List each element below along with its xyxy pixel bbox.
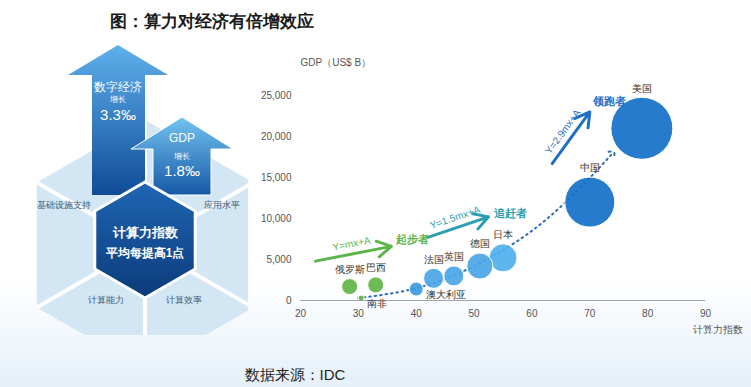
svg-text:俄罗斯: 俄罗斯 (335, 264, 365, 275)
html-text:数据来源：IDC: 数据来源：IDC (244, 366, 346, 383)
svg-text:1.8‰: 1.8‰ (164, 162, 200, 179)
svg-text:60: 60 (526, 308, 538, 319)
svg-text:中国: 中国 (580, 162, 600, 173)
svg-text:澳大利亚: 澳大利亚 (426, 289, 466, 300)
svg-text:日本: 日本 (493, 229, 513, 240)
svg-text:计算效率: 计算效率 (166, 295, 202, 305)
svg-text:90: 90 (700, 308, 712, 319)
svg-text:0: 0 (286, 295, 292, 306)
svg-text:15,000: 15,000 (261, 172, 292, 183)
svg-text:20: 20 (295, 308, 307, 319)
svg-text:GDP: GDP (169, 131, 195, 145)
svg-text:增长: 增长 (109, 95, 126, 104)
html-text:图：算力对经济有倍增效应: 图：算力对经济有倍增效应 (110, 12, 314, 31)
svg-text:3.3‰: 3.3‰ (100, 106, 136, 123)
svg-text:起步者: 起步者 (395, 233, 429, 245)
svg-text:GDP（US$ B）: GDP（US$ B） (301, 57, 372, 68)
svg-text:南非: 南非 (367, 298, 387, 309)
svg-text:领跑者: 领跑者 (592, 95, 626, 107)
svg-text:40: 40 (411, 308, 423, 319)
svg-text:Y=mx+A: Y=mx+A (332, 235, 372, 253)
svg-text:基础设施支持: 基础设施支持 (37, 200, 91, 210)
svg-text:计算力指数: 计算力指数 (112, 225, 179, 240)
svg-text:追赶者: 追赶者 (493, 207, 527, 219)
svg-text:英国: 英国 (444, 251, 464, 262)
svg-text:Y=2.9mx+A: Y=2.9mx+A (543, 107, 583, 156)
svg-text:数字经济: 数字经济 (94, 80, 142, 94)
svg-text:50: 50 (469, 308, 481, 319)
svg-text:美国: 美国 (632, 83, 652, 94)
svg-text:20,000: 20,000 (261, 131, 292, 142)
svg-text:80: 80 (642, 308, 654, 319)
svg-text:5,000: 5,000 (266, 254, 291, 265)
svg-text:Y=1.5mx+A: Y=1.5mx+A (428, 204, 481, 231)
svg-text:平均每提高1点: 平均每提高1点 (105, 246, 185, 260)
svg-text:增长: 增长 (173, 152, 190, 161)
svg-text:应用水平: 应用水平 (204, 200, 240, 210)
svg-text:德国: 德国 (470, 238, 490, 249)
svg-text:巴西: 巴西 (366, 262, 386, 273)
svg-text:计算能力: 计算能力 (88, 295, 124, 305)
svg-text:70: 70 (584, 308, 596, 319)
svg-text:25,000: 25,000 (261, 90, 292, 101)
svg-text:法国: 法国 (424, 254, 444, 265)
svg-text:10,000: 10,000 (261, 213, 292, 224)
svg-text:计算力指数: 计算力指数 (693, 324, 743, 335)
svg-text:30: 30 (353, 308, 365, 319)
